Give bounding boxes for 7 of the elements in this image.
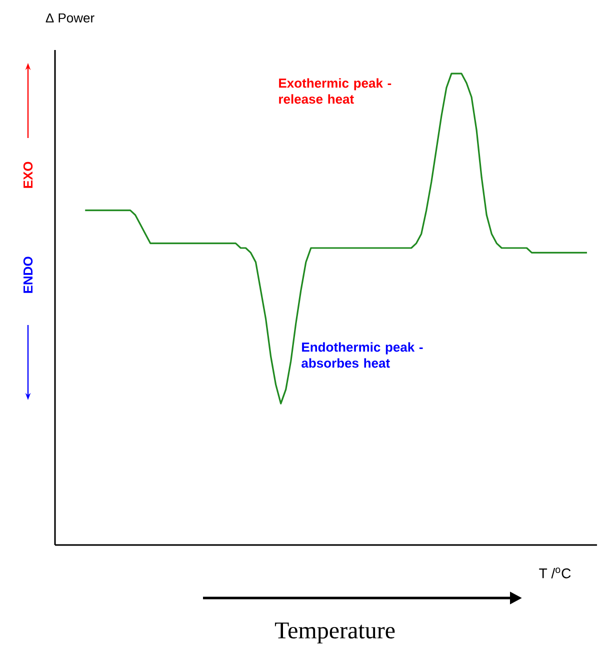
y-axis-title: Δ Power bbox=[46, 13, 94, 23]
text: ENDO bbox=[24, 256, 33, 293]
x-axis-title: T /$^{o}$C bbox=[539, 568, 571, 578]
text: EXO bbox=[24, 162, 33, 188]
text: Temperature bbox=[275, 622, 395, 644]
annotation: Exothermic peak - release heat bbox=[279, 78, 392, 104]
annotation: Endothermic peak - absorbes heat bbox=[302, 342, 423, 368]
